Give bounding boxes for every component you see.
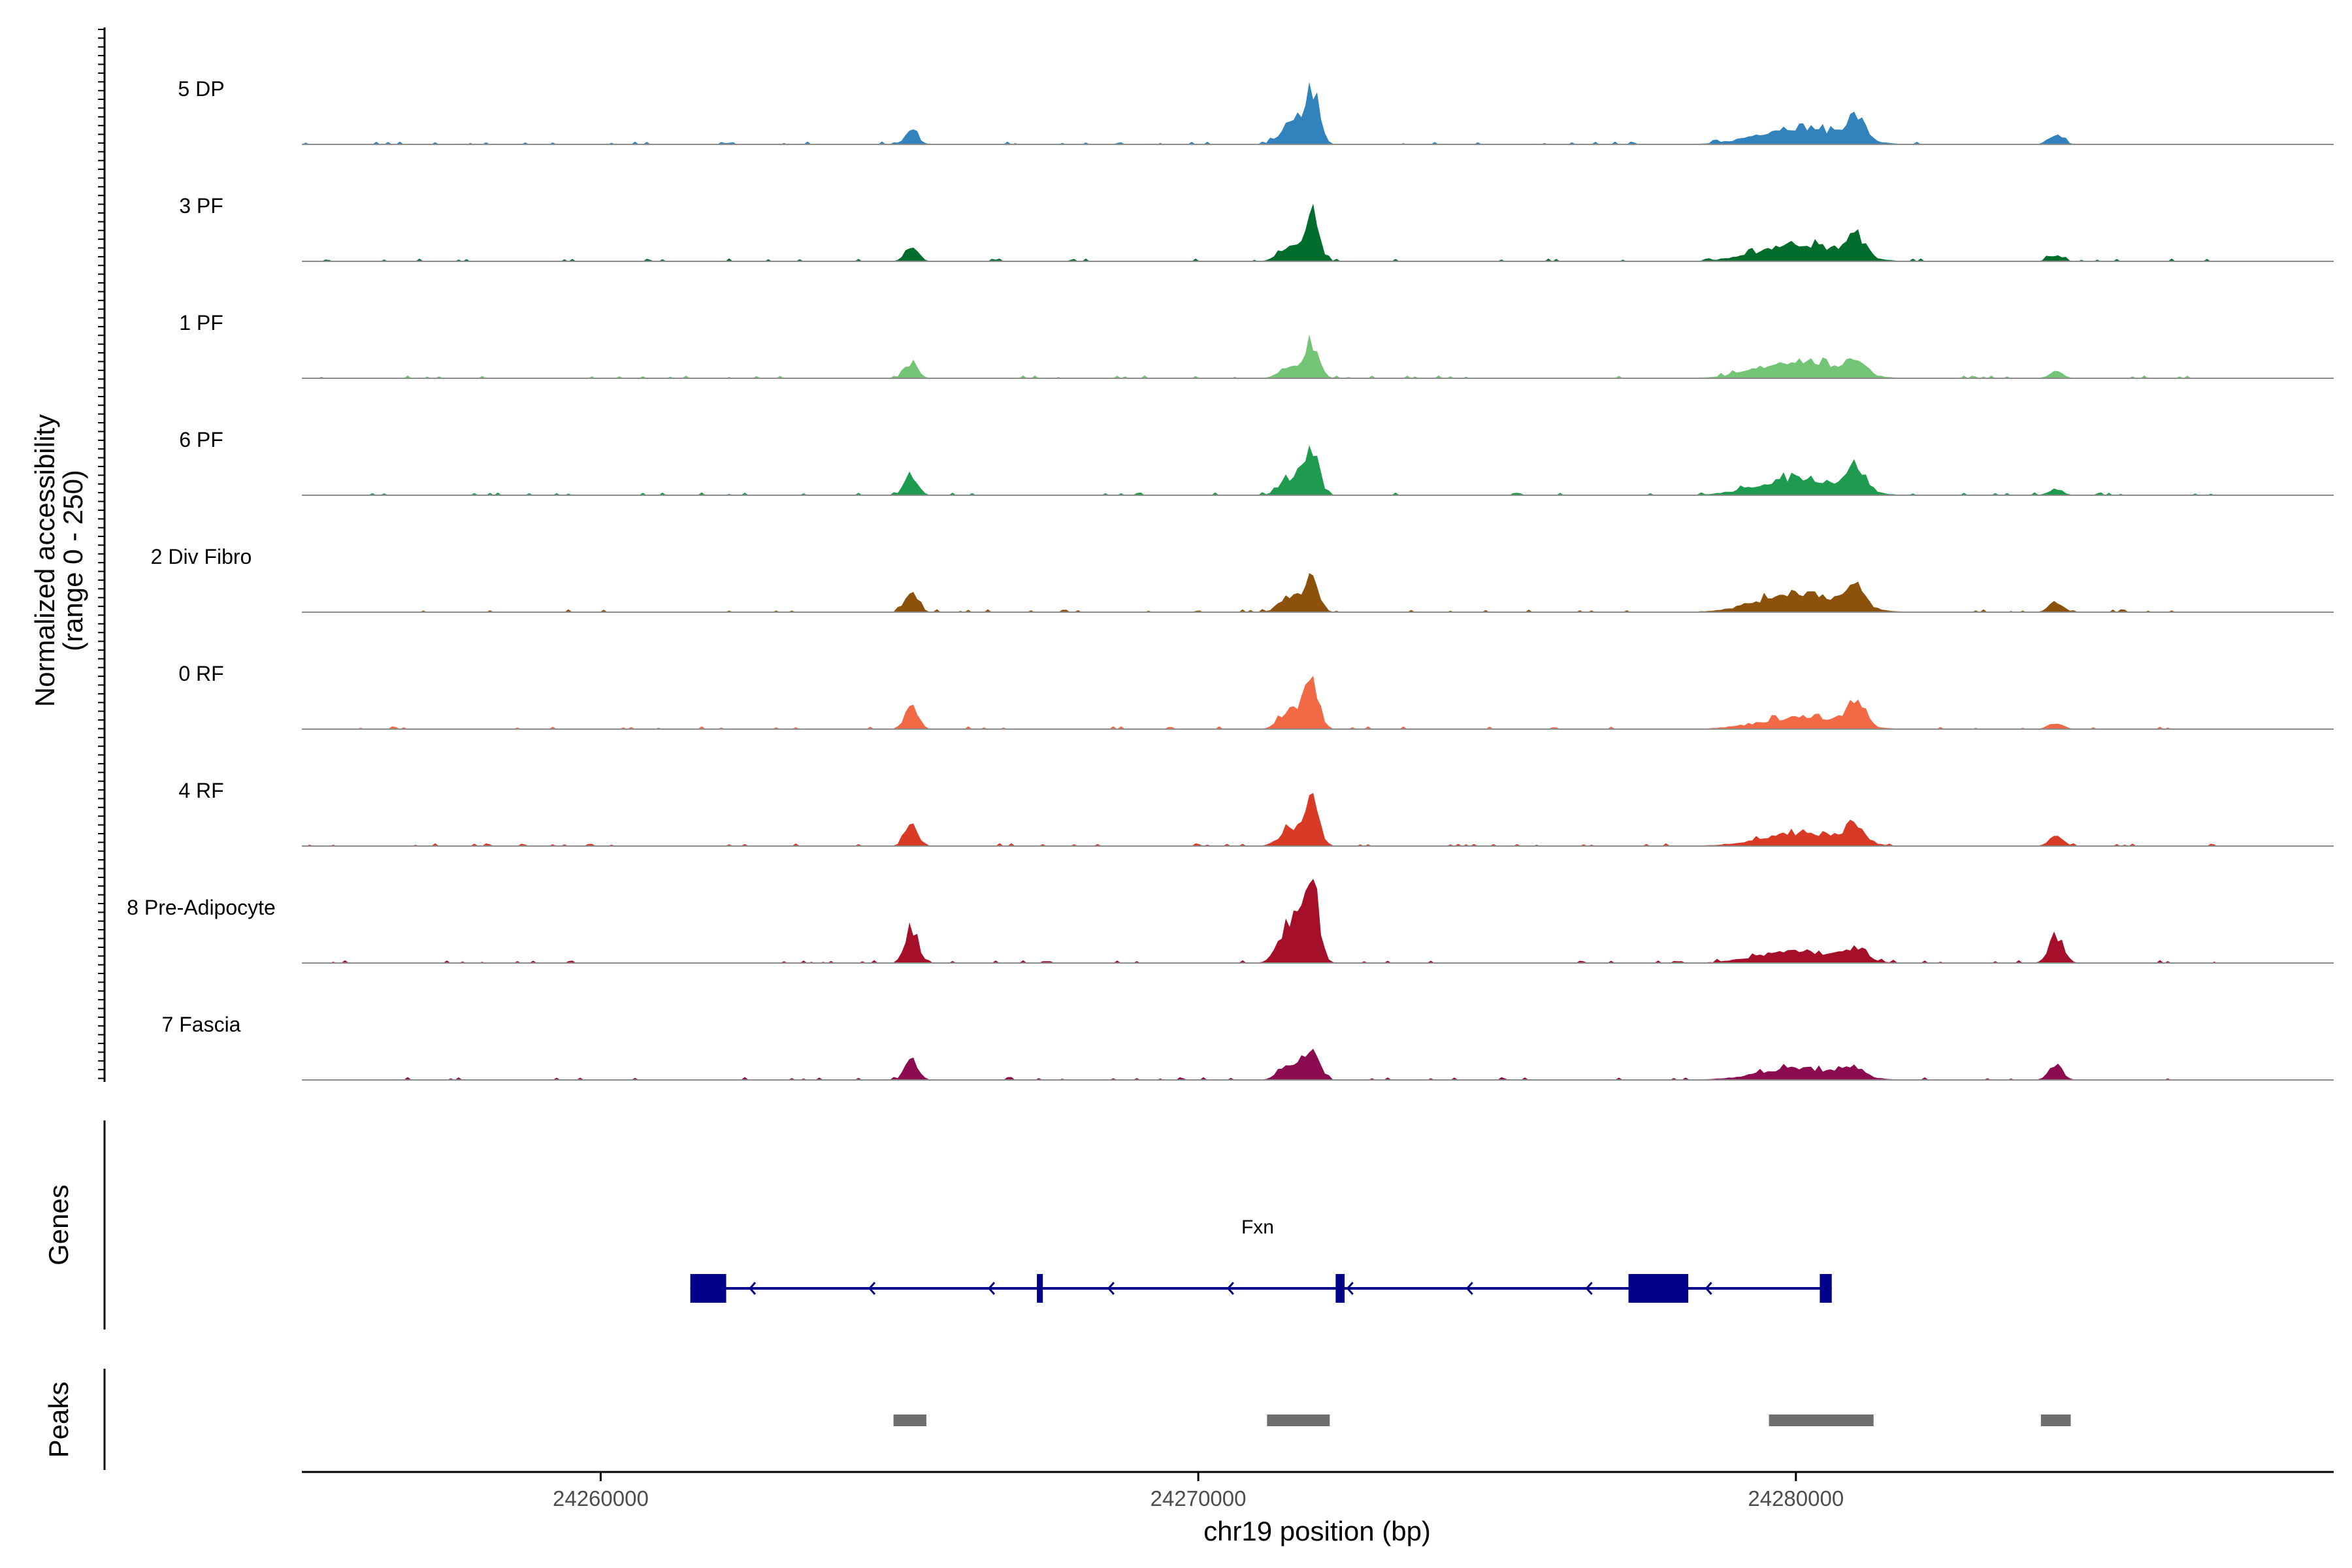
track-label: 8 Pre-Adipocyte xyxy=(127,896,276,919)
track-label: 3 PF xyxy=(179,194,223,218)
track-5: 0 RF xyxy=(178,662,2334,730)
peak-region xyxy=(1769,1414,1874,1426)
x-tick-label: 24260000 xyxy=(553,1486,649,1511)
x-axis-ticks: 24260000 24270000 24280000 xyxy=(553,1472,1844,1511)
coverage-tracks: 5 DP 3 PF 1 PF 6 PF 2 Div Fibro 0 RF 4 RF 8 Pre… xyxy=(127,77,2334,1081)
track-label: 7 Fascia xyxy=(162,1013,241,1036)
gene-name-label: Fxn xyxy=(1241,1217,1274,1238)
strand-arrow xyxy=(1585,1282,1593,1295)
track-1: 3 PF xyxy=(179,194,2334,262)
track-label: 5 DP xyxy=(178,77,224,101)
track-0: 5 DP xyxy=(178,77,2334,145)
coverage-y-ticks xyxy=(98,29,105,1079)
track-signal xyxy=(302,879,2216,963)
gene-track xyxy=(690,1274,1832,1303)
track-signal xyxy=(302,573,2216,612)
gene-exon xyxy=(1335,1274,1345,1303)
peaks-panel-label: Peaks xyxy=(43,1382,74,1458)
track-signal xyxy=(302,445,2216,495)
track-6: 4 RF xyxy=(178,779,2334,847)
peaks-track xyxy=(893,1414,2071,1426)
track-label: 2 Div Fibro xyxy=(151,545,252,568)
track-7: 8 Pre-Adipocyte xyxy=(127,879,2334,964)
track-8: 7 Fascia xyxy=(162,1013,2334,1081)
track-3: 6 PF xyxy=(179,428,2334,496)
track-signal xyxy=(302,334,2216,378)
strand-arrow xyxy=(987,1282,996,1295)
gene-exon xyxy=(690,1274,727,1303)
strand-arrow xyxy=(868,1282,876,1295)
strand-arrow xyxy=(1107,1282,1115,1295)
track-signal xyxy=(302,82,2216,144)
genes-panel-label: Genes xyxy=(43,1184,74,1266)
y-axis-label-line2: (range 0 - 250) xyxy=(57,470,88,651)
peak-region xyxy=(2040,1414,2071,1426)
strand-arrow xyxy=(1705,1282,1712,1295)
gene-exon xyxy=(1628,1274,1689,1303)
track-signal xyxy=(302,203,2216,261)
x-axis-label: chr19 position (bp) xyxy=(1203,1516,1431,1546)
strand-arrow xyxy=(1465,1282,1473,1295)
peak-region xyxy=(893,1414,926,1426)
track-label: 1 PF xyxy=(179,311,223,335)
x-tick-label: 24270000 xyxy=(1151,1486,1247,1511)
y-axis-label-line1: Normalized accessibility xyxy=(29,414,60,707)
strand-arrow xyxy=(1346,1282,1354,1295)
peak-region xyxy=(1267,1414,1330,1426)
gene-exon xyxy=(1037,1274,1043,1303)
track-label: 4 RF xyxy=(178,779,223,802)
track-label: 6 PF xyxy=(179,428,223,451)
track-signal xyxy=(302,676,2216,729)
strand-arrow xyxy=(749,1282,757,1295)
gene-exon xyxy=(1820,1274,1832,1303)
strand-arrow xyxy=(1226,1282,1234,1295)
track-signal xyxy=(302,792,2216,846)
track-signal xyxy=(302,1049,2216,1080)
track-2: 1 PF xyxy=(179,311,2334,379)
track-4: 2 Div Fibro xyxy=(151,545,2334,613)
track-label: 0 RF xyxy=(178,662,223,685)
x-tick-label: 24280000 xyxy=(1748,1486,1844,1511)
